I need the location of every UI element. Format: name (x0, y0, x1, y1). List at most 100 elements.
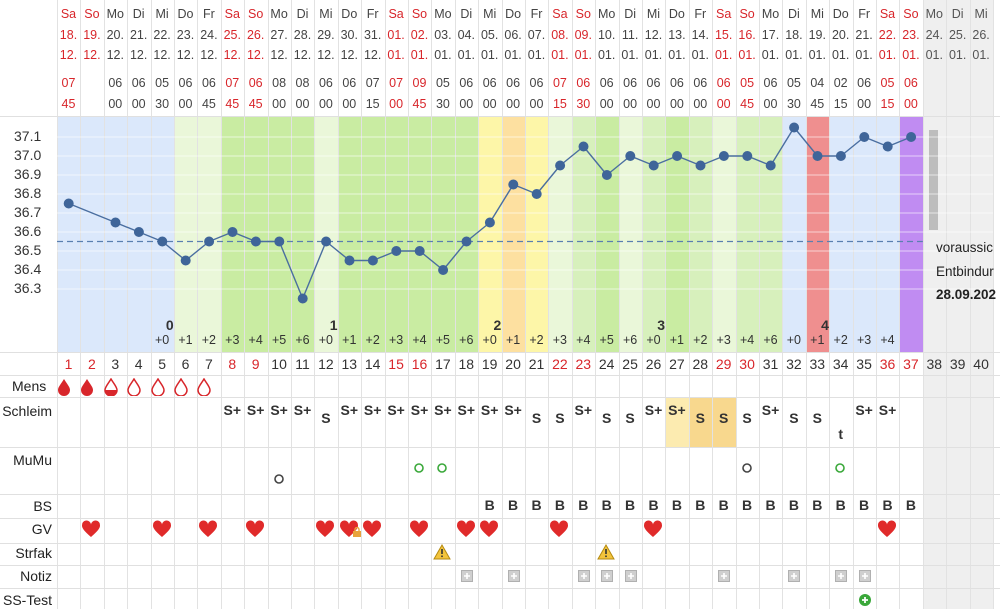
mucus-marker[interactable]: S+ (270, 402, 288, 418)
drop-icon[interactable] (174, 378, 197, 398)
mucus-marker[interactable]: S (695, 410, 705, 426)
bs-marker[interactable]: B (905, 497, 916, 513)
mucus-marker[interactable]: S+ (855, 402, 873, 418)
mucus-marker[interactable]: S+ (410, 402, 429, 418)
cervix-circle-icon[interactable] (413, 462, 427, 476)
heart-icon[interactable] (152, 520, 174, 540)
heart-icon[interactable] (643, 520, 665, 540)
cycle-day-number: 23 (575, 356, 592, 372)
bs-marker[interactable]: B (765, 497, 776, 513)
cervix-circle-icon[interactable] (741, 462, 755, 476)
mucus-marker[interactable]: S+ (293, 402, 312, 418)
note-icon[interactable] (577, 570, 592, 584)
mucus-marker[interactable]: S+ (574, 402, 593, 418)
warning-icon[interactable] (433, 544, 453, 562)
mucus-marker[interactable]: S (602, 410, 612, 426)
bs-marker[interactable]: B (835, 497, 846, 513)
note-icon[interactable] (788, 570, 802, 584)
header-weekday: Di (624, 7, 636, 21)
mucus-marker[interactable]: S (555, 410, 565, 426)
heart-icon[interactable] (362, 520, 384, 540)
mucus-marker[interactable]: S (719, 410, 729, 426)
mucus-marker[interactable]: S+ (434, 402, 452, 418)
bs-marker[interactable]: B (578, 497, 589, 513)
bs-marker[interactable]: B (531, 497, 542, 513)
bs-marker[interactable]: B (695, 497, 706, 513)
mucus-marker[interactable]: S+ (668, 402, 686, 418)
bs-marker[interactable]: B (812, 497, 823, 513)
pregnancy-test-positive-icon[interactable] (858, 593, 872, 607)
drop-icon[interactable] (104, 378, 127, 398)
drop-icon[interactable] (80, 378, 103, 398)
note-icon[interactable] (601, 570, 615, 584)
bs-marker[interactable]: B (484, 497, 495, 513)
bs-marker[interactable]: B (859, 497, 870, 513)
heart-icon[interactable] (409, 520, 431, 540)
mucus-marker[interactable]: S+ (878, 402, 897, 418)
heart-icon[interactable] (479, 520, 501, 540)
mucus-marker[interactable]: S+ (457, 402, 476, 418)
heart-icon[interactable] (198, 520, 220, 540)
prediction-label-line2: Entbindur (936, 264, 994, 279)
cervix-circle-icon[interactable] (834, 462, 848, 476)
mucus-marker[interactable]: S+ (761, 402, 780, 418)
drop-icon[interactable] (197, 378, 220, 398)
mucus-marker[interactable]: S (625, 410, 635, 426)
warning-icon[interactable] (597, 544, 617, 562)
note-icon[interactable] (835, 570, 849, 584)
header-month: 01. (597, 48, 616, 62)
heart-icon[interactable] (245, 520, 267, 540)
mucus-marker[interactable]: S+ (340, 402, 359, 418)
mucus-marker[interactable]: S+ (504, 402, 522, 418)
header-month: 12. (223, 48, 241, 62)
mucus-marker[interactable]: S+ (644, 402, 663, 418)
heart-icon[interactable] (877, 520, 899, 540)
header-time-hour: 08 (272, 76, 287, 90)
mucus-marker[interactable]: S (812, 410, 822, 426)
temp-line-segment (466, 221, 491, 243)
mucus-marker[interactable]: S (789, 410, 799, 426)
heart-icon[interactable] (549, 520, 571, 540)
mucus-marker[interactable]: S+ (363, 402, 382, 418)
note-icon[interactable] (460, 570, 475, 584)
header-time-hour: 08 (295, 76, 310, 90)
header-date: 02. (410, 28, 429, 42)
temp-point (789, 122, 800, 133)
note-icon[interactable] (624, 570, 639, 584)
bs-marker[interactable]: B (648, 497, 659, 513)
bs-marker[interactable]: B (718, 497, 729, 513)
heart-icon[interactable] (456, 520, 478, 540)
heart-icon[interactable] (81, 520, 103, 540)
mucus-marker[interactable]: S+ (223, 402, 242, 418)
mucus-marker[interactable]: S (531, 410, 542, 426)
drop-icon[interactable] (127, 378, 150, 398)
bs-marker[interactable]: B (882, 497, 893, 513)
mucus-marker[interactable]: S+ (246, 402, 265, 418)
note-icon[interactable] (718, 570, 732, 584)
header-month: 01. (831, 48, 850, 62)
note-icon[interactable] (858, 570, 873, 584)
note-icon[interactable] (507, 570, 522, 584)
bs-marker[interactable]: B (788, 497, 799, 513)
mucus-marker[interactable]: S+ (387, 402, 405, 418)
lock-icon[interactable] (352, 527, 362, 537)
header-month: 01. (527, 48, 546, 62)
bs-marker[interactable]: B (508, 497, 519, 513)
mucus-marker[interactable]: S (742, 410, 752, 426)
mucus-marker[interactable]: S+ (480, 402, 499, 418)
bs-marker[interactable]: B (554, 497, 565, 513)
cervix-circle-icon[interactable] (273, 473, 287, 487)
cervix-circle-icon[interactable] (436, 462, 450, 476)
mucus-marker[interactable]: t (838, 426, 844, 442)
bs-marker[interactable]: B (671, 497, 682, 513)
cycle-day-number: 32 (786, 356, 802, 372)
bs-marker[interactable]: B (742, 497, 753, 513)
heart-icon[interactable] (315, 520, 337, 540)
drop-icon[interactable] (150, 378, 174, 398)
bs-marker[interactable]: B (601, 497, 612, 513)
bs-marker[interactable]: B (625, 497, 636, 513)
drop-icon[interactable] (57, 378, 80, 398)
cycle-offset-label: +3 (552, 333, 568, 347)
mucus-marker[interactable]: S (321, 410, 331, 426)
cycle-offset-label: +6 (763, 333, 778, 347)
